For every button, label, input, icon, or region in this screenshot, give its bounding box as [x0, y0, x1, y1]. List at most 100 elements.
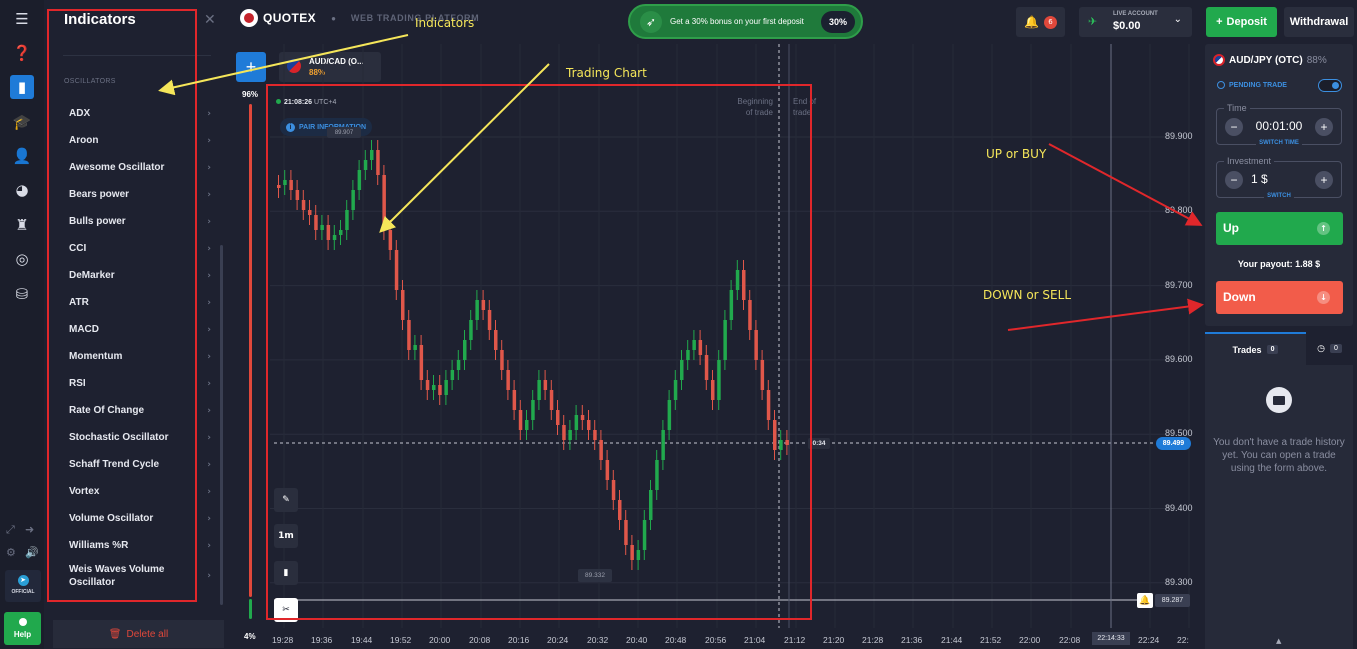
indicator-item[interactable]: DeMarker ›	[69, 270, 211, 281]
price-alert[interactable]: 🔔 89.287	[1137, 593, 1191, 608]
help-button[interactable]: Help	[4, 612, 41, 645]
telegram-icon: ➤	[17, 575, 29, 586]
indicator-item[interactable]: Aroon ›	[69, 135, 211, 146]
indicator-item[interactable]: CCI ›	[69, 243, 211, 254]
close-icon[interactable]: ✕	[204, 12, 216, 28]
high-price-label: 89.907	[327, 127, 361, 138]
candle	[655, 460, 659, 490]
indicator-item[interactable]: ADX ›	[69, 108, 211, 119]
up-button[interactable]: Up ↑	[1216, 212, 1343, 245]
pending-trade-toggle[interactable]	[1318, 79, 1342, 92]
candle	[642, 520, 647, 550]
candle	[444, 380, 448, 395]
account-switcher[interactable]: ✈ LIVE ACCOUNT $0.00 ⌄	[1079, 7, 1192, 37]
indicator-item[interactable]: Weis Waves Volume Oscillator ›	[69, 564, 211, 588]
arrow-right-icon[interactable]: ➜	[25, 523, 35, 536]
y-tick-label: 89.700	[1165, 279, 1193, 290]
candle	[432, 385, 436, 390]
indicator-item[interactable]: RSI ›	[69, 378, 211, 389]
scrollbar[interactable]	[220, 245, 223, 605]
indicator-item[interactable]: ATR ›	[69, 297, 211, 308]
beginning-of-trade-label: Beginning of trade	[737, 97, 773, 117]
indicator-item[interactable]: Bulls power ›	[69, 216, 211, 227]
deposit-button[interactable]: + Deposit	[1206, 7, 1277, 37]
trade-asset-selector[interactable]: AUD/JPY (OTC) 88%	[1213, 54, 1327, 66]
candle	[748, 300, 752, 330]
chart-type-button[interactable]: ▮	[274, 561, 298, 585]
official-telegram-button[interactable]: ➤ OFFICIAL	[5, 570, 41, 602]
candle	[401, 290, 405, 320]
tab-pending[interactable]: ◷ 0	[1306, 332, 1353, 365]
candle	[382, 175, 386, 230]
signals-icon[interactable]: ◎	[15, 250, 29, 268]
candle	[587, 420, 591, 430]
profile-icon[interactable]: 👤	[12, 147, 32, 165]
fullscreen-icon[interactable]: ⤢	[6, 523, 15, 536]
empty-history-text: You don't have a trade history yet. You …	[1213, 437, 1345, 474]
candle	[698, 340, 703, 355]
candle	[283, 180, 287, 185]
x-tick-label: 21:44	[941, 635, 963, 645]
switch-time-link[interactable]: SWITCH TIME	[1256, 140, 1302, 146]
down-button[interactable]: Down ↓	[1216, 281, 1343, 314]
indicator-item[interactable]: MACD ›	[69, 324, 211, 335]
analytics-icon[interactable]: ⛁	[15, 285, 29, 303]
candle	[308, 210, 312, 215]
candle	[463, 340, 467, 360]
indicator-item[interactable]: Awesome Oscillator ›	[69, 162, 211, 173]
help-icon[interactable]: ❓	[12, 44, 32, 62]
candle	[611, 480, 616, 500]
delete-all-button[interactable]: 🗑 Delete all	[53, 620, 224, 648]
separator-dot: ●	[331, 13, 336, 23]
x-tick-label: 20:56	[705, 635, 727, 645]
indicator-item[interactable]: Vortex ›	[69, 486, 211, 497]
x-tick-label: 19:44	[351, 635, 373, 645]
candle	[618, 500, 622, 520]
timeframe-button[interactable]: 1m	[274, 524, 298, 548]
indicator-item[interactable]: Momentum ›	[69, 351, 211, 362]
indicator-item[interactable]: Schaff Trend Cycle ›	[69, 459, 211, 470]
education-icon[interactable]: 🎓	[12, 113, 32, 131]
investment-field: Investment − 1 $ + SWITCH	[1216, 156, 1342, 199]
notifications-button[interactable]: 🔔 6	[1016, 7, 1065, 37]
caret-up-icon[interactable]: ▲	[1276, 637, 1282, 645]
candle	[630, 545, 634, 560]
candle	[636, 550, 641, 560]
candle	[729, 290, 734, 320]
investment-value[interactable]: 1 $	[1251, 172, 1268, 186]
promo-badge: 30%	[821, 11, 855, 33]
indicator-item[interactable]: Rate Of Change ›	[69, 405, 211, 416]
sentiment-down: 4%	[244, 632, 256, 641]
indicator-item[interactable]: Williams %R ›	[69, 540, 211, 551]
candle	[301, 200, 306, 210]
sound-icon[interactable]: 🔊	[25, 546, 39, 559]
settings-icon[interactable]: ⚙	[6, 546, 16, 559]
tab-trades[interactable]: Trades 0	[1205, 332, 1306, 365]
switch-link[interactable]: SWITCH	[1264, 193, 1294, 199]
indicators-button[interactable]: ✂	[274, 598, 298, 622]
candle	[605, 460, 610, 480]
promo-banner[interactable]: ➶ Get a 30% bonus on your first deposit …	[628, 4, 863, 39]
investment-minus-button[interactable]: −	[1225, 171, 1243, 189]
indicator-item[interactable]: Stochastic Oscillator ›	[69, 432, 211, 443]
candle	[500, 350, 504, 370]
menu-icon[interactable]: ☰	[15, 10, 29, 28]
brand-logo[interactable]: QUOTEX ● WEB TRADING PLATFORM	[240, 9, 479, 27]
investment-plus-button[interactable]: +	[1315, 171, 1333, 189]
time-value[interactable]: 00:01:00	[1255, 119, 1303, 133]
annotation-down-or-sell: DOWN or SELL	[983, 288, 1072, 302]
chart-icon[interactable]: ▮	[10, 75, 34, 99]
sentiment-bar-sell	[249, 104, 252, 597]
indicator-item[interactable]: Volume Oscillator ›	[69, 513, 211, 524]
chevron-right-icon: ›	[207, 243, 211, 254]
x-tick-label: 21:28	[862, 635, 884, 645]
indicator-item[interactable]: Bears power ›	[69, 189, 211, 200]
market-icon[interactable]: ◕	[15, 181, 29, 199]
time-minus-button[interactable]: −	[1225, 118, 1243, 136]
withdrawal-button[interactable]: Withdrawal	[1284, 7, 1354, 37]
time-plus-button[interactable]: +	[1315, 118, 1333, 136]
crosshair-time-label: 22:14:33	[1092, 632, 1130, 645]
tournaments-icon[interactable]: ♜	[15, 216, 29, 234]
draw-tool-button[interactable]: ✎	[274, 488, 298, 512]
